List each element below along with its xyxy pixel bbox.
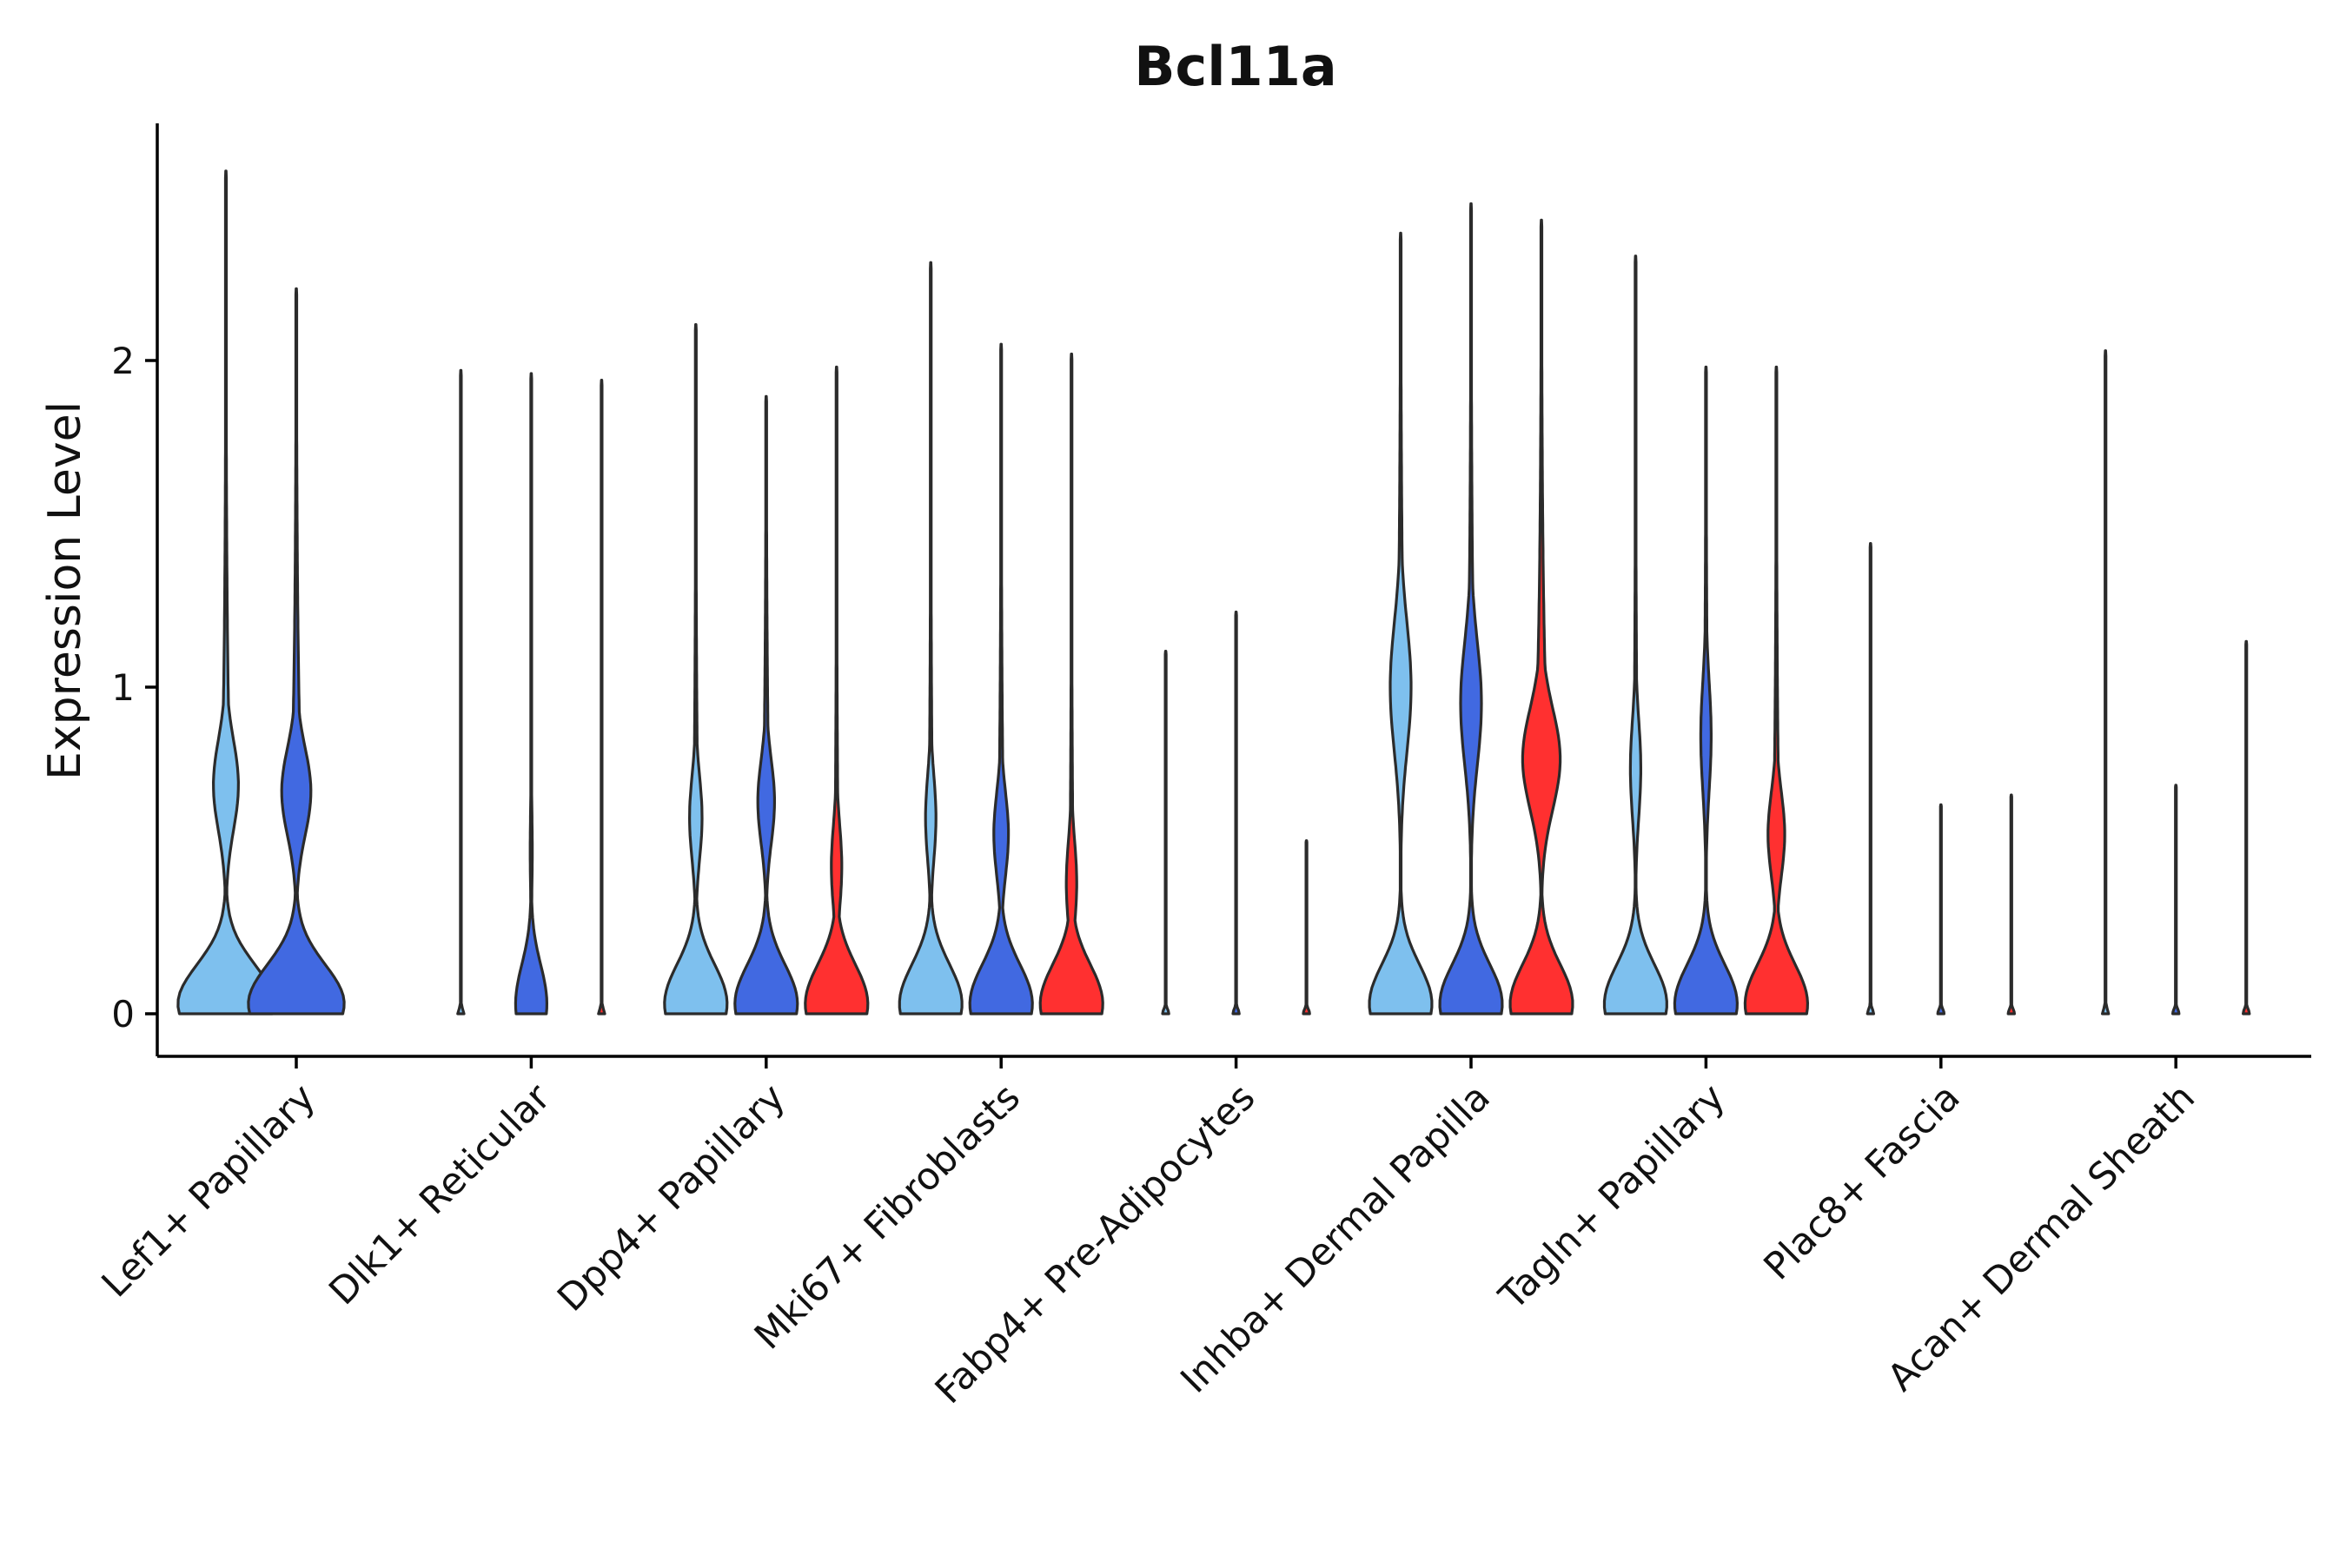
violin-5-2 [1508, 218, 1574, 1016]
violin-3-0 [898, 261, 964, 1016]
violin-0-0 [176, 169, 275, 1016]
violin-5-0 [1368, 231, 1434, 1016]
violin-7-2 [2006, 793, 2016, 1016]
violin-1-0 [456, 368, 466, 1016]
x-tick-label: Tagln+ Papillary [1490, 1075, 1733, 1319]
x-tick-label: Mki67+ Fibroblasts [746, 1075, 1029, 1358]
violins [176, 169, 2251, 1016]
violin-3-2 [1038, 352, 1104, 1016]
violin-2-1 [733, 394, 799, 1016]
violin-8-1 [2171, 784, 2181, 1016]
violin-6-0 [1602, 255, 1668, 1016]
x-tick-label: Plac8+ Fascia [1756, 1075, 1969, 1288]
violin-1-2 [597, 379, 606, 1016]
violin-4-2 [1302, 839, 1311, 1016]
violin-1-1 [514, 372, 548, 1016]
violin-0-1 [247, 287, 346, 1016]
chart-title: Bcl11a [1134, 35, 1336, 98]
violin-6-2 [1743, 365, 1809, 1016]
violin-5-1 [1438, 202, 1504, 1016]
y-tick-label: 0 [111, 993, 135, 1035]
violin-2-2 [804, 365, 870, 1016]
violin-7-0 [1866, 542, 1875, 1016]
violin-8-0 [2101, 349, 2111, 1016]
violin-7-1 [1936, 803, 1945, 1016]
violin-6-1 [1673, 365, 1739, 1016]
violin-3-1 [968, 342, 1034, 1016]
violin-4-1 [1231, 610, 1241, 1016]
x-tick-label: Dpp4+ Papillary [549, 1075, 793, 1320]
axes [156, 123, 2311, 1058]
violin-4-0 [1161, 650, 1170, 1016]
x-tick-label: Lef1+ Papillary [94, 1075, 324, 1306]
violin-8-2 [2242, 639, 2251, 1016]
x-tick-label: Dlk1+ Reticular [321, 1075, 559, 1313]
violin-2-0 [663, 323, 729, 1016]
y-axis-label: Expression Level [39, 401, 91, 780]
y-tick-label: 2 [111, 340, 135, 382]
y-tick-label: 1 [111, 666, 135, 709]
